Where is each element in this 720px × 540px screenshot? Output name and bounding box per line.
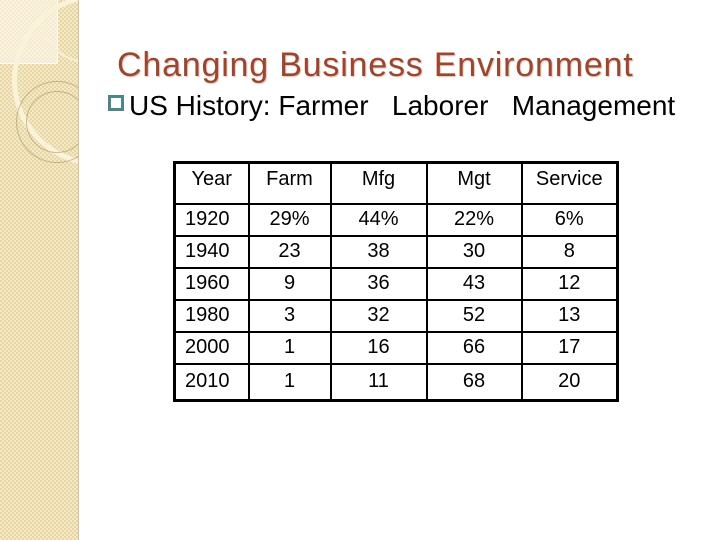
table-cell: 1980 [173, 298, 250, 333]
table-header-cell: Year [173, 161, 250, 205]
table-row: 1940 23 38 30 8 [173, 234, 619, 269]
table-cell: 1940 [173, 234, 250, 269]
table-cell: 66 [425, 330, 523, 365]
table-row: 1960 9 36 43 12 [173, 266, 619, 301]
table-cell: 3 [247, 298, 332, 333]
table-cell: 32 [329, 298, 428, 333]
table-cell: 23 [247, 234, 332, 269]
table-cell: 2000 [173, 330, 250, 365]
slide-title: Changing Business Environment [117, 46, 634, 84]
square-bullet-icon [108, 95, 124, 111]
table-row: 2010 1 11 68 20 [173, 362, 619, 402]
table-cell: 13 [520, 298, 619, 333]
table-cell: 43 [425, 266, 523, 301]
table-cell: 20 [520, 362, 619, 402]
table-row: 2000 1 16 66 17 [173, 330, 619, 365]
table-cell: 1920 [173, 202, 250, 237]
table-cell: 22% [425, 202, 523, 237]
table-cell: 6% [520, 202, 619, 237]
table-header-row: Year Farm Mfg Mgt Service [173, 161, 619, 205]
table-header-cell: Mfg [329, 161, 428, 205]
sidebar-decoration [0, 0, 79, 540]
table-row: 1920 29% 44% 22% 6% [173, 202, 619, 237]
table-cell: 38 [329, 234, 428, 269]
table-header-cell: Mgt [425, 161, 523, 205]
table-header-cell: Farm [247, 161, 332, 205]
table-header-cell: Service [520, 161, 619, 205]
bullet-item: US History: Farmer Laborer Management [108, 90, 675, 122]
data-table: Year Farm Mfg Mgt Service 1920 29% 44% 2… [173, 161, 619, 402]
table-cell: 8 [520, 234, 619, 269]
table-cell: 11 [329, 362, 428, 402]
table-cell: 29% [247, 202, 332, 237]
table-cell: 1 [247, 362, 332, 402]
table-cell: 16 [329, 330, 428, 365]
table-cell: 44% [329, 202, 428, 237]
table-row: 1980 3 32 52 13 [173, 298, 619, 333]
table-cell: 12 [520, 266, 619, 301]
table-cell: 68 [425, 362, 523, 402]
table-cell: 52 [425, 298, 523, 333]
table-cell: 9 [247, 266, 332, 301]
table-cell: 36 [329, 266, 428, 301]
table-cell: 17 [520, 330, 619, 365]
table-cell: 30 [425, 234, 523, 269]
circle-decoration [26, 91, 78, 153]
bullet-text: US History: Farmer Laborer Management [129, 90, 676, 121]
table-cell: 1960 [173, 266, 250, 301]
table-cell: 1 [247, 330, 332, 365]
table-cell: 2010 [173, 362, 250, 402]
